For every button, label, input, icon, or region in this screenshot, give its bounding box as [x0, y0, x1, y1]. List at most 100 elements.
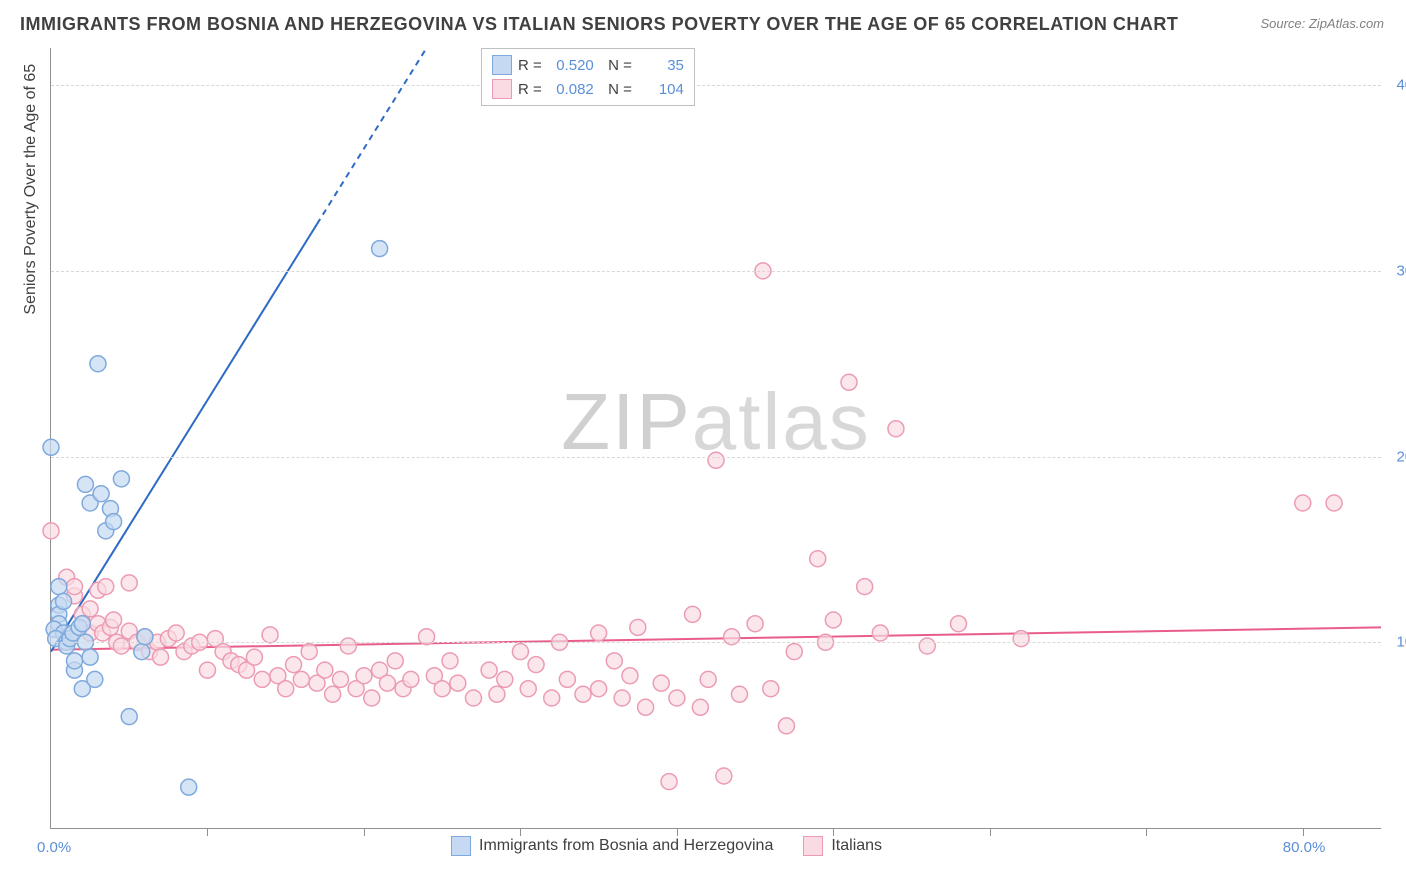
data-point-italians: [387, 653, 403, 669]
data-point-italians: [559, 671, 575, 687]
data-point-italians: [489, 686, 505, 702]
x-tick: [990, 828, 991, 836]
data-point-bosnia: [134, 644, 150, 660]
legend-label-bosnia: Immigrants from Bosnia and Herzegovina: [479, 837, 773, 855]
data-point-italians: [465, 690, 481, 706]
gridline-h: [51, 85, 1381, 86]
data-point-italians: [364, 690, 380, 706]
data-point-italians: [786, 644, 802, 660]
data-point-bosnia: [181, 779, 197, 795]
data-point-bosnia: [113, 471, 129, 487]
x-tick: [1146, 828, 1147, 836]
data-point-italians: [293, 671, 309, 687]
y-tick-label: 40.0%: [1396, 77, 1406, 94]
n-value-italians: 104: [638, 81, 684, 98]
data-point-italians: [591, 681, 607, 697]
x-tick: [833, 828, 834, 836]
trend-line: [51, 627, 1381, 649]
data-point-italians: [747, 616, 763, 632]
data-point-bosnia: [66, 653, 82, 669]
data-point-italians: [857, 579, 873, 595]
data-point-italians: [919, 638, 935, 654]
data-point-italians: [153, 649, 169, 665]
data-point-italians: [121, 575, 137, 591]
data-point-italians: [332, 671, 348, 687]
data-point-bosnia: [51, 579, 67, 595]
data-point-italians: [1295, 495, 1311, 511]
data-point-italians: [653, 675, 669, 691]
series-legend: Immigrants from Bosnia and Herzegovina I…: [451, 836, 882, 856]
data-point-italians: [810, 551, 826, 567]
x-tick: [677, 828, 678, 836]
data-point-italians: [763, 681, 779, 697]
gridline-h: [51, 642, 1381, 643]
data-point-italians: [82, 601, 98, 617]
data-point-italians: [951, 616, 967, 632]
x-tick: [364, 828, 365, 836]
x-tick: [520, 828, 521, 836]
gridline-h: [51, 271, 1381, 272]
swatch-bosnia: [492, 55, 512, 75]
data-point-italians: [872, 625, 888, 641]
data-point-italians: [575, 686, 591, 702]
data-point-italians: [591, 625, 607, 641]
x-tick: [1303, 828, 1304, 836]
data-point-italians: [317, 662, 333, 678]
data-point-italians: [841, 374, 857, 390]
legend-label-italians: Italians: [831, 837, 882, 855]
data-point-italians: [434, 681, 450, 697]
data-point-bosnia: [121, 709, 137, 725]
data-point-italians: [43, 523, 59, 539]
r-value-bosnia: 0.520: [548, 57, 594, 74]
data-point-bosnia: [82, 649, 98, 665]
y-axis-label: Seniors Poverty Over the Age of 65: [22, 64, 40, 315]
data-point-italians: [66, 579, 82, 595]
r-value-italians: 0.082: [548, 81, 594, 98]
swatch-italians: [492, 79, 512, 99]
swatch-italians-bottom: [803, 836, 823, 856]
data-point-italians: [325, 686, 341, 702]
data-point-bosnia: [77, 476, 93, 492]
data-point-italians: [340, 638, 356, 654]
chart-title: IMMIGRANTS FROM BOSNIA AND HERZEGOVINA V…: [20, 14, 1178, 35]
data-point-bosnia: [43, 439, 59, 455]
data-point-italians: [544, 690, 560, 706]
data-point-italians: [638, 699, 654, 715]
data-point-italians: [1326, 495, 1342, 511]
source-label: Source: ZipAtlas.com: [1260, 16, 1384, 31]
data-point-italians: [716, 768, 732, 784]
data-point-italians: [528, 657, 544, 673]
data-point-italians: [168, 625, 184, 641]
data-point-italians: [614, 690, 630, 706]
data-point-italians: [481, 662, 497, 678]
data-point-italians: [708, 452, 724, 468]
data-point-italians: [301, 644, 317, 660]
data-point-italians: [512, 644, 528, 660]
data-point-italians: [246, 649, 262, 665]
x-tick: [207, 828, 208, 836]
data-point-italians: [497, 671, 513, 687]
data-point-italians: [692, 699, 708, 715]
trend-line: [317, 48, 427, 224]
x-tick-label: 80.0%: [1283, 839, 1326, 856]
n-value-bosnia: 35: [638, 57, 684, 74]
data-point-italians: [622, 668, 638, 684]
data-point-bosnia: [56, 593, 72, 609]
data-point-italians: [606, 653, 622, 669]
data-point-italians: [661, 774, 677, 790]
data-point-italians: [450, 675, 466, 691]
data-point-italians: [403, 671, 419, 687]
plot-area: ZIPatlas R = 0.520 N = 35 R = 0.082 N = …: [50, 48, 1381, 829]
x-tick-label: 0.0%: [37, 839, 71, 856]
data-point-bosnia: [372, 241, 388, 257]
data-point-italians: [199, 662, 215, 678]
legend-item-bosnia: Immigrants from Bosnia and Herzegovina: [451, 836, 773, 856]
data-point-italians: [106, 612, 122, 628]
data-point-italians: [700, 671, 716, 687]
data-point-italians: [520, 681, 536, 697]
gridline-h: [51, 457, 1381, 458]
data-point-bosnia: [87, 671, 103, 687]
legend-item-italians: Italians: [803, 836, 882, 856]
correlation-legend: R = 0.520 N = 35 R = 0.082 N = 104: [481, 48, 695, 106]
y-tick-label: 30.0%: [1396, 262, 1406, 279]
